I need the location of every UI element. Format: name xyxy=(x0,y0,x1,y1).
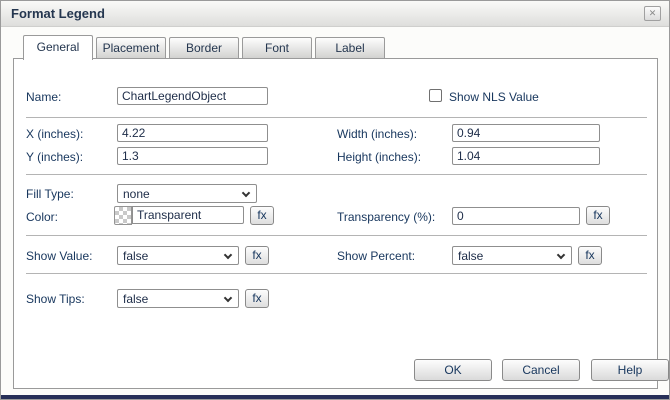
fx-button-show-value[interactable]: fx xyxy=(245,246,269,265)
show-value-label: Show Value: xyxy=(26,249,93,263)
dialog-title: Format Legend xyxy=(11,6,105,21)
width-label: Width (inches): xyxy=(337,127,418,141)
x-label: X (inches): xyxy=(26,127,84,141)
fill-type-label: Fill Type: xyxy=(26,187,74,201)
show-tips-value: false xyxy=(123,291,149,306)
show-tips-select[interactable]: false xyxy=(117,289,239,308)
ok-button[interactable]: OK xyxy=(414,359,492,381)
close-button[interactable]: ✕ xyxy=(644,6,661,21)
fx-button-show-tips[interactable]: fx xyxy=(245,289,269,308)
tab-font[interactable]: Font xyxy=(242,37,312,59)
fx-button-show-percent[interactable]: fx xyxy=(578,246,602,265)
name-label: Name: xyxy=(26,90,62,104)
show-percent-label: Show Percent: xyxy=(337,249,416,263)
tab-border[interactable]: Border xyxy=(169,37,239,59)
color-input[interactable] xyxy=(132,206,244,224)
cancel-button[interactable]: Cancel xyxy=(502,359,580,381)
fx-button-color[interactable]: fx xyxy=(250,206,274,225)
x-input[interactable] xyxy=(117,124,268,142)
tab-general[interactable]: General xyxy=(23,35,93,60)
show-value-select[interactable]: false xyxy=(117,246,239,265)
help-button[interactable]: Help xyxy=(591,359,669,381)
fill-type-select[interactable]: none xyxy=(117,184,257,203)
show-tips-label: Show Tips: xyxy=(26,292,85,306)
height-label: Height (inches): xyxy=(337,150,422,164)
show-percent-select[interactable]: false xyxy=(452,246,572,265)
separator xyxy=(26,117,647,118)
height-input[interactable] xyxy=(452,147,600,165)
tab-placement[interactable]: Placement xyxy=(96,37,166,59)
tab-strip: General Placement Border Font Label xyxy=(23,35,388,60)
separator xyxy=(26,235,647,236)
show-percent-value: false xyxy=(458,248,484,263)
chevron-down-icon xyxy=(223,293,233,303)
y-label: Y (inches): xyxy=(26,150,84,164)
show-nls-label: Show NLS Value xyxy=(449,90,539,104)
show-nls-checkbox[interactable] xyxy=(429,89,442,102)
chevron-down-icon xyxy=(223,250,233,260)
name-input[interactable] xyxy=(117,87,268,105)
width-input[interactable] xyxy=(452,124,600,142)
dialog-titlebar: Format Legend ✕ xyxy=(1,1,669,27)
color-swatch[interactable] xyxy=(114,206,132,225)
show-value-value: false xyxy=(123,248,149,263)
close-icon: ✕ xyxy=(648,8,657,18)
general-tab-panel: Name: Show NLS Value X (inches): Width (… xyxy=(13,58,669,389)
fill-type-value: none xyxy=(123,186,150,201)
chevron-down-icon xyxy=(556,250,566,260)
separator xyxy=(26,174,647,175)
color-label: Color: xyxy=(26,210,59,224)
transparency-label: Transparency (%): xyxy=(337,210,436,224)
dialog-bottom-edge xyxy=(1,395,669,399)
separator xyxy=(26,273,647,274)
chevron-down-icon xyxy=(241,188,251,198)
y-input[interactable] xyxy=(117,147,268,165)
tab-label[interactable]: Label xyxy=(315,37,385,59)
fx-button-transparency[interactable]: fx xyxy=(586,206,610,225)
transparency-input[interactable] xyxy=(452,207,580,225)
